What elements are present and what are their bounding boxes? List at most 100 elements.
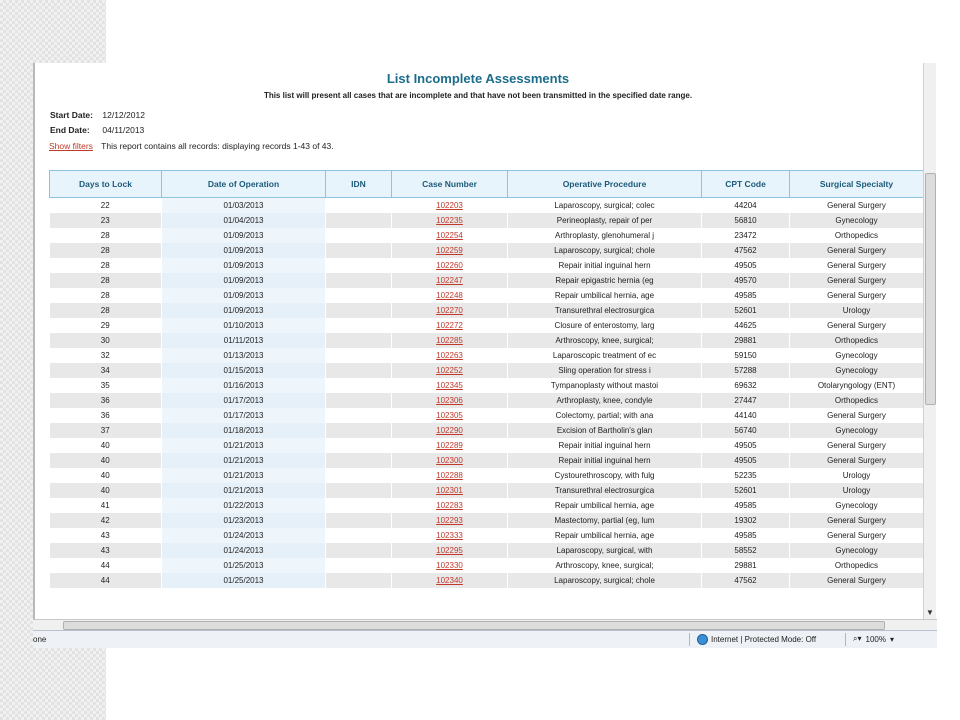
cell-days-to-lock: 40 (49, 438, 162, 453)
cell-operative-procedure: Arthroplasty, glenohumeral j (507, 228, 702, 243)
table-row: 40 01/21/2013 102289 Repair initial inguina… (49, 438, 924, 453)
case-number-link[interactable]: 102260 (436, 261, 463, 270)
cell-case-number: 102288 (391, 468, 508, 483)
cell-days-to-lock: 34 (49, 363, 162, 378)
case-number-link[interactable]: 102293 (436, 516, 463, 525)
case-number-link[interactable]: 102288 (436, 471, 463, 480)
cell-idn (325, 303, 392, 318)
col-surgical-specialty[interactable]: Surgical Specialty (789, 170, 924, 198)
cell-cpt-code: 52601 (701, 483, 790, 498)
cell-surgical-specialty: General Surgery (789, 528, 924, 543)
cell-surgical-specialty: General Surgery (789, 318, 924, 333)
zoom-control[interactable]: ⌕▾ 100% ▾ (853, 634, 894, 644)
cell-date-of-operation: 01/22/2013 (161, 498, 326, 513)
cell-surgical-specialty: General Surgery (789, 408, 924, 423)
cell-days-to-lock: 37 (49, 423, 162, 438)
case-number-link[interactable]: 102305 (436, 411, 463, 420)
col-idn[interactable]: IDN (325, 170, 392, 198)
cell-days-to-lock: 29 (49, 318, 162, 333)
col-case-number[interactable]: Case Number (391, 170, 508, 198)
cell-days-to-lock: 42 (49, 513, 162, 528)
cell-date-of-operation: 01/09/2013 (161, 228, 326, 243)
case-number-link[interactable]: 102263 (436, 351, 463, 360)
cell-surgical-specialty: Gynecology (789, 363, 924, 378)
cell-days-to-lock: 43 (49, 543, 162, 558)
table-row: 28 01/09/2013 102248 Repair umbilical herni… (49, 288, 924, 303)
table-row: 44 01/25/2013 102340 Laparoscopy, surgical;… (49, 573, 924, 588)
case-number-link[interactable]: 102340 (436, 576, 463, 585)
case-number-link[interactable]: 102254 (436, 231, 463, 240)
cell-case-number: 102283 (391, 498, 508, 513)
case-number-link[interactable]: 102283 (436, 501, 463, 510)
table-row: 32 01/13/2013 102263 Laparoscopic treatment… (49, 348, 924, 363)
case-number-link[interactable]: 102247 (436, 276, 463, 285)
case-number-link[interactable]: 102300 (436, 456, 463, 465)
cell-date-of-operation: 01/23/2013 (161, 513, 326, 528)
cell-surgical-specialty: General Surgery (789, 273, 924, 288)
case-number-link[interactable]: 102306 (436, 396, 463, 405)
case-number-link[interactable]: 102270 (436, 306, 463, 315)
case-number-link[interactable]: 102272 (436, 321, 463, 330)
show-filters-link[interactable]: Show filters (49, 141, 93, 151)
start-date-label: Start Date: (50, 110, 93, 120)
cell-case-number: 102301 (391, 483, 508, 498)
case-number-link[interactable]: 102248 (436, 291, 463, 300)
case-number-link[interactable]: 102345 (436, 381, 463, 390)
case-number-link[interactable]: 102203 (436, 201, 463, 210)
case-number-link[interactable]: 102259 (436, 246, 463, 255)
case-number-link[interactable]: 102290 (436, 426, 463, 435)
cell-days-to-lock: 36 (49, 393, 162, 408)
vertical-scroll-thumb[interactable] (925, 173, 936, 405)
cell-case-number: 102235 (391, 213, 508, 228)
scroll-down-arrow-icon[interactable]: ▼ (926, 608, 934, 617)
cell-operative-procedure: Perineoplasty, repair of per (507, 213, 702, 228)
cell-idn (325, 558, 392, 573)
horizontal-scrollbar[interactable] (33, 619, 937, 630)
cell-date-of-operation: 01/25/2013 (161, 573, 326, 588)
end-date-value: 04/11/2013 (102, 125, 145, 135)
table-row: 28 01/09/2013 102260 Repair initial inguina… (49, 258, 924, 273)
cell-surgical-specialty: Otolaryngology (ENT) (789, 378, 924, 393)
table-row: 44 01/25/2013 102330 Arthroscopy, knee, sur… (49, 558, 924, 573)
cell-case-number: 102285 (391, 333, 508, 348)
cell-surgical-specialty: General Surgery (789, 243, 924, 258)
cell-operative-procedure: Sling operation for stress i (507, 363, 702, 378)
cell-days-to-lock: 28 (49, 288, 162, 303)
col-cpt-code[interactable]: CPT Code (701, 170, 790, 198)
col-operative-procedure[interactable]: Operative Procedure (507, 170, 702, 198)
case-number-link[interactable]: 102285 (436, 336, 463, 345)
page-title: List Incomplete Assessments (386, 71, 570, 86)
cell-date-of-operation: 01/15/2013 (161, 363, 326, 378)
case-number-link[interactable]: 102330 (436, 561, 463, 570)
cell-days-to-lock: 44 (49, 573, 162, 588)
cell-date-of-operation: 01/13/2013 (161, 348, 326, 363)
security-zone[interactable]: Internet | Protected Mode: Off (697, 634, 816, 645)
cell-cpt-code: 56740 (701, 423, 790, 438)
case-number-link[interactable]: 102295 (436, 546, 463, 555)
table-row: 43 01/24/2013 102333 Repair umbilical herni… (49, 528, 924, 543)
cell-operative-procedure: Colectomy, partial; with ana (507, 408, 702, 423)
table-header-row: Days to Lock Date of Operation IDN Case … (49, 170, 924, 198)
col-days-to-lock[interactable]: Days to Lock (49, 170, 162, 198)
col-date-of-operation[interactable]: Date of Operation (161, 170, 326, 198)
cell-cpt-code: 69632 (701, 378, 790, 393)
cell-idn (325, 468, 392, 483)
horizontal-scroll-thumb[interactable] (63, 621, 885, 630)
cell-operative-procedure: Closure of enterostomy, larg (507, 318, 702, 333)
cell-case-number: 102254 (391, 228, 508, 243)
case-number-link[interactable]: 102252 (436, 366, 463, 375)
case-number-link[interactable]: 102289 (436, 441, 463, 450)
vertical-scrollbar[interactable]: ▼ (923, 63, 936, 619)
cell-cpt-code: 49585 (701, 288, 790, 303)
table-row: 36 01/17/2013 102306 Arthroplasty, knee, co… (49, 393, 924, 408)
cell-cpt-code: 27447 (701, 393, 790, 408)
cell-days-to-lock: 41 (49, 498, 162, 513)
case-number-link[interactable]: 102333 (436, 531, 463, 540)
case-number-link[interactable]: 102301 (436, 486, 463, 495)
cell-operative-procedure: Laparoscopy, surgical, with (507, 543, 702, 558)
cell-surgical-specialty: Orthopedics (789, 228, 924, 243)
case-number-link[interactable]: 102235 (436, 216, 463, 225)
table-row: 42 01/23/2013 102293 Mastectomy, partial (e… (49, 513, 924, 528)
cell-operative-procedure: Mastectomy, partial (eg, lum (507, 513, 702, 528)
cell-surgical-specialty: Gynecology (789, 543, 924, 558)
